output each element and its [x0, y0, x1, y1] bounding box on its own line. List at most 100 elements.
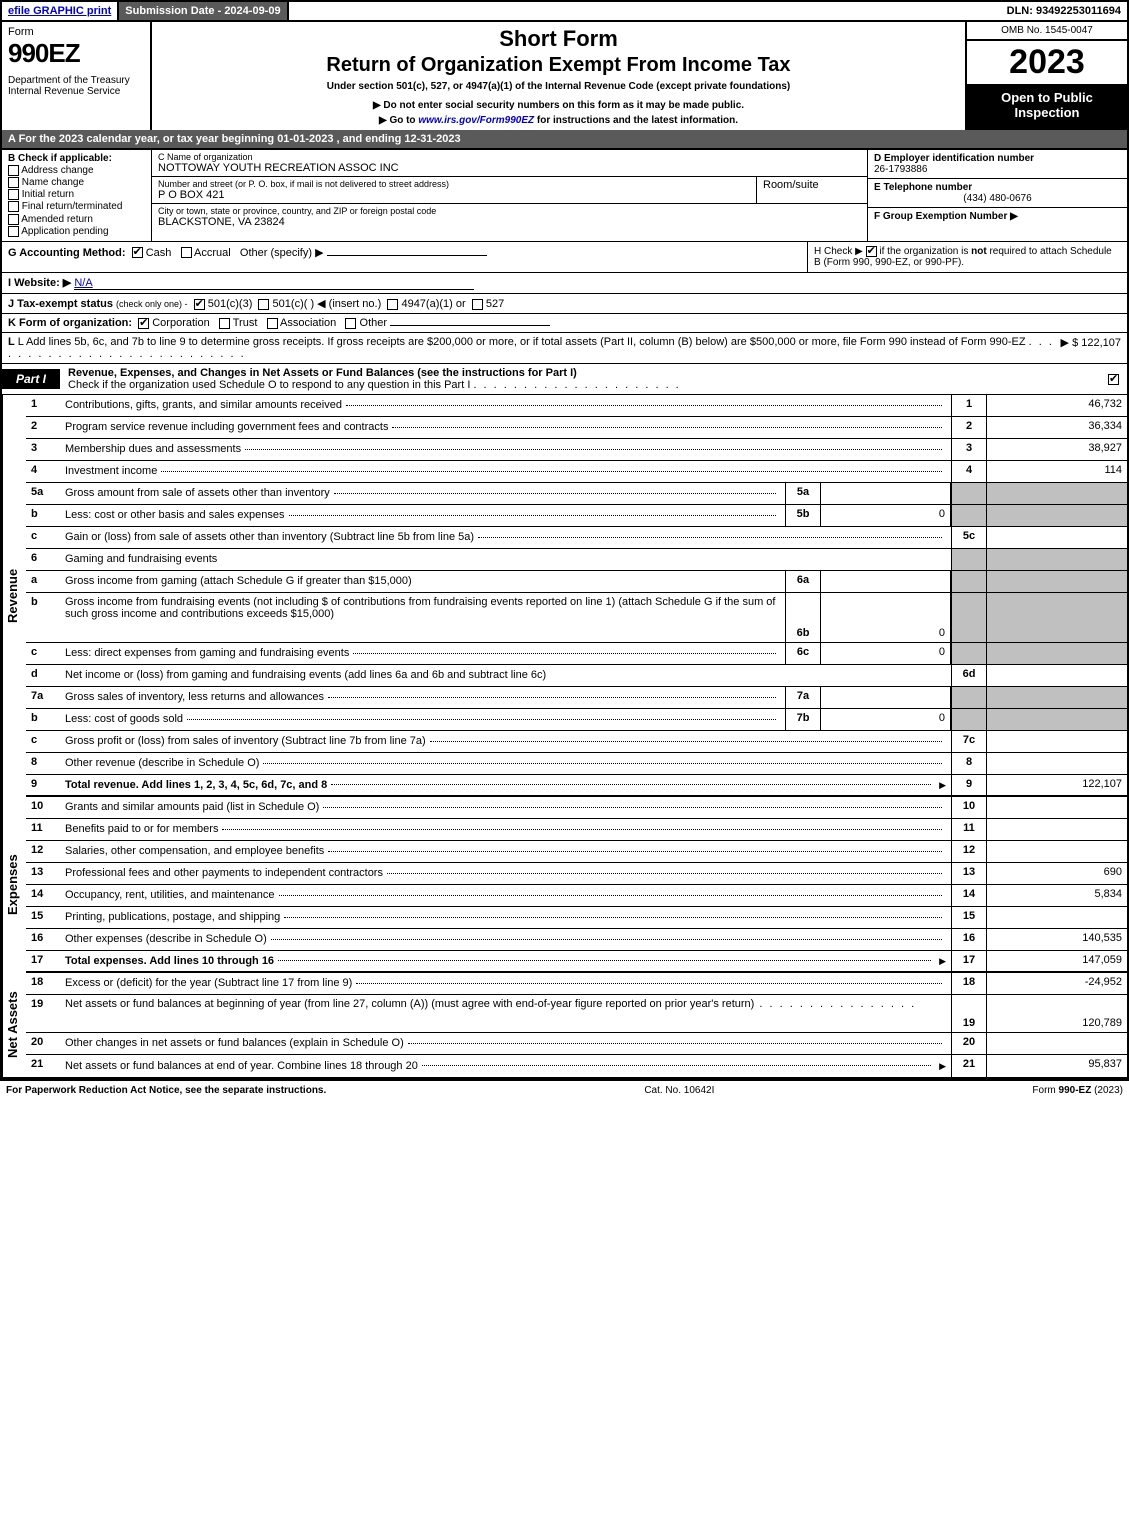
- table-row: 19Net assets or fund balances at beginni…: [26, 995, 1127, 1033]
- netassets-table: 18Excess or (deficit) for the year (Subt…: [26, 973, 1127, 1077]
- website-value[interactable]: N/A: [74, 277, 474, 290]
- dept-treasury: Department of the Treasury Internal Reve…: [8, 75, 144, 97]
- l-text: L L Add lines 5b, 6c, and 7b to line 9 t…: [8, 336, 1061, 360]
- part-i-checkbox[interactable]: [1108, 373, 1127, 385]
- checkbox-icon[interactable]: [866, 246, 877, 257]
- goto-pre: ▶ Go to: [379, 115, 418, 126]
- k-other-line[interactable]: [390, 325, 550, 326]
- checkbox-icon[interactable]: [267, 318, 278, 329]
- omb-number: OMB No. 1545-0047: [967, 22, 1127, 41]
- revenue-section: Revenue 1Contributions, gifts, grants, a…: [0, 395, 1129, 797]
- netassets-label: Net Assets: [2, 973, 26, 1077]
- j-527: 527: [486, 298, 504, 310]
- col-b: B Check if applicable: Address change Na…: [2, 150, 152, 241]
- section-bc: B Check if applicable: Address change Na…: [0, 150, 1129, 242]
- table-row: 12Salaries, other compensation, and empl…: [26, 841, 1127, 863]
- table-row: 3Membership dues and assessments338,927: [26, 439, 1127, 461]
- j-note: (check only one) -: [116, 299, 188, 309]
- table-row: 10Grants and similar amounts paid (list …: [26, 797, 1127, 819]
- footer-left: For Paperwork Reduction Act Notice, see …: [6, 1085, 326, 1096]
- row-gh: G Accounting Method: Cash Accrual Other …: [0, 242, 1129, 273]
- efile-print[interactable]: efile GRAPHIC print: [2, 2, 119, 20]
- checkbox-icon[interactable]: [194, 299, 205, 310]
- checkbox-icon[interactable]: [8, 201, 19, 212]
- g-label: G Accounting Method:: [8, 247, 126, 259]
- g-accounting: G Accounting Method: Cash Accrual Other …: [2, 242, 807, 272]
- g-cash: Cash: [146, 247, 172, 259]
- row-l: L L Add lines 5b, 6c, and 7b to line 9 t…: [0, 333, 1129, 364]
- f-box: F Group Exemption Number ▶: [868, 208, 1127, 225]
- g-accrual: Accrual: [194, 247, 231, 259]
- table-row: 2Program service revenue including gover…: [26, 417, 1127, 439]
- g-other: Other (specify) ▶: [240, 247, 324, 259]
- irs-link[interactable]: www.irs.gov/Form990EZ: [418, 115, 534, 126]
- form-word: Form: [8, 26, 144, 38]
- submission-date: Submission Date - 2024-09-09: [119, 2, 288, 20]
- room-box: Room/suite: [757, 177, 867, 203]
- table-row: cGain or (loss) from sale of assets othe…: [26, 527, 1127, 549]
- b-opt-address[interactable]: Address change: [8, 165, 145, 176]
- checkbox-icon[interactable]: [132, 247, 143, 258]
- tax-year: 2023: [967, 41, 1127, 86]
- b-opt-pending[interactable]: Application pending: [8, 226, 145, 237]
- phone-value: (434) 480-0676: [874, 193, 1121, 204]
- g-other-line[interactable]: [327, 255, 487, 256]
- checkbox-icon[interactable]: [8, 214, 19, 225]
- h-mid: if the organization is: [879, 246, 971, 257]
- street-box: Number and street (or P. O. box, if mail…: [152, 177, 757, 203]
- row-i: I Website: ▶ N/A: [0, 273, 1129, 294]
- part-i-title: Revenue, Expenses, and Changes in Net As…: [60, 364, 1108, 394]
- efile-link[interactable]: efile GRAPHIC print: [8, 5, 111, 17]
- arrow-icon: [935, 779, 946, 791]
- checkbox-icon[interactable]: [258, 299, 269, 310]
- city-label: City or town, state or province, country…: [158, 206, 861, 216]
- checkbox-icon[interactable]: [181, 247, 192, 258]
- table-row: 21Net assets or fund balances at end of …: [26, 1055, 1127, 1077]
- row-k: K Form of organization: Corporation Trus…: [0, 314, 1129, 333]
- room-label: Room/suite: [763, 179, 861, 191]
- street-label: Number and street (or P. O. box, if mail…: [158, 179, 750, 189]
- checkbox-icon[interactable]: [387, 299, 398, 310]
- j-501c: 501(c)( ) ◀ (insert no.): [273, 298, 382, 310]
- table-row: 4Investment income4114: [26, 461, 1127, 483]
- b-opt-amended[interactable]: Amended return: [8, 214, 145, 225]
- checkbox-icon[interactable]: [8, 189, 19, 200]
- form-number: 990EZ: [8, 38, 144, 69]
- table-row: 15Printing, publications, postage, and s…: [26, 907, 1127, 929]
- goto-post: for instructions and the latest informat…: [534, 115, 738, 126]
- checkbox-icon[interactable]: [472, 299, 483, 310]
- k-corp: Corporation: [152, 317, 209, 329]
- j-501c3: 501(c)(3): [208, 298, 253, 310]
- d-box: D Employer identification number 26-1793…: [868, 150, 1127, 179]
- checkbox-icon[interactable]: [8, 226, 19, 237]
- b-opt-final[interactable]: Final return/terminated: [8, 201, 145, 212]
- b-label: B Check if applicable:: [8, 153, 145, 164]
- col-def: D Employer identification number 26-1793…: [867, 150, 1127, 241]
- i-label: I Website: ▶: [8, 277, 71, 289]
- checkbox-icon[interactable]: [1108, 374, 1119, 385]
- h-check: H Check ▶ if the organization is not req…: [807, 242, 1127, 272]
- checkbox-icon[interactable]: [8, 165, 19, 176]
- goto-line: ▶ Go to www.irs.gov/Form990EZ for instru…: [158, 115, 959, 126]
- col-c: C Name of organization NOTTOWAY YOUTH RE…: [152, 150, 867, 241]
- checkbox-icon[interactable]: [219, 318, 230, 329]
- k-trust: Trust: [233, 317, 258, 329]
- checkbox-icon[interactable]: [8, 177, 19, 188]
- revenue-label: Revenue: [2, 395, 26, 797]
- table-row: 16Other expenses (describe in Schedule O…: [26, 929, 1127, 951]
- street-row: Number and street (or P. O. box, if mail…: [152, 177, 867, 204]
- table-row: bLess: cost of goods sold7b0: [26, 709, 1127, 731]
- k-label: K Form of organization:: [8, 317, 132, 329]
- arrow-icon: [935, 1060, 946, 1072]
- revenue-table: 1Contributions, gifts, grants, and simil…: [26, 395, 1127, 797]
- table-row: dNet income or (loss) from gaming and fu…: [26, 665, 1127, 687]
- table-row: 7aGross sales of inventory, less returns…: [26, 687, 1127, 709]
- k-other: Other: [360, 317, 388, 329]
- checkbox-icon[interactable]: [345, 318, 356, 329]
- header-right: OMB No. 1545-0047 2023 Open to Public In…: [967, 22, 1127, 130]
- b-opt-name[interactable]: Name change: [8, 177, 145, 188]
- e-box: E Telephone number (434) 480-0676: [868, 179, 1127, 208]
- form-header: Form 990EZ Department of the Treasury In…: [0, 22, 1129, 130]
- b-opt-initial[interactable]: Initial return: [8, 189, 145, 200]
- checkbox-icon[interactable]: [138, 318, 149, 329]
